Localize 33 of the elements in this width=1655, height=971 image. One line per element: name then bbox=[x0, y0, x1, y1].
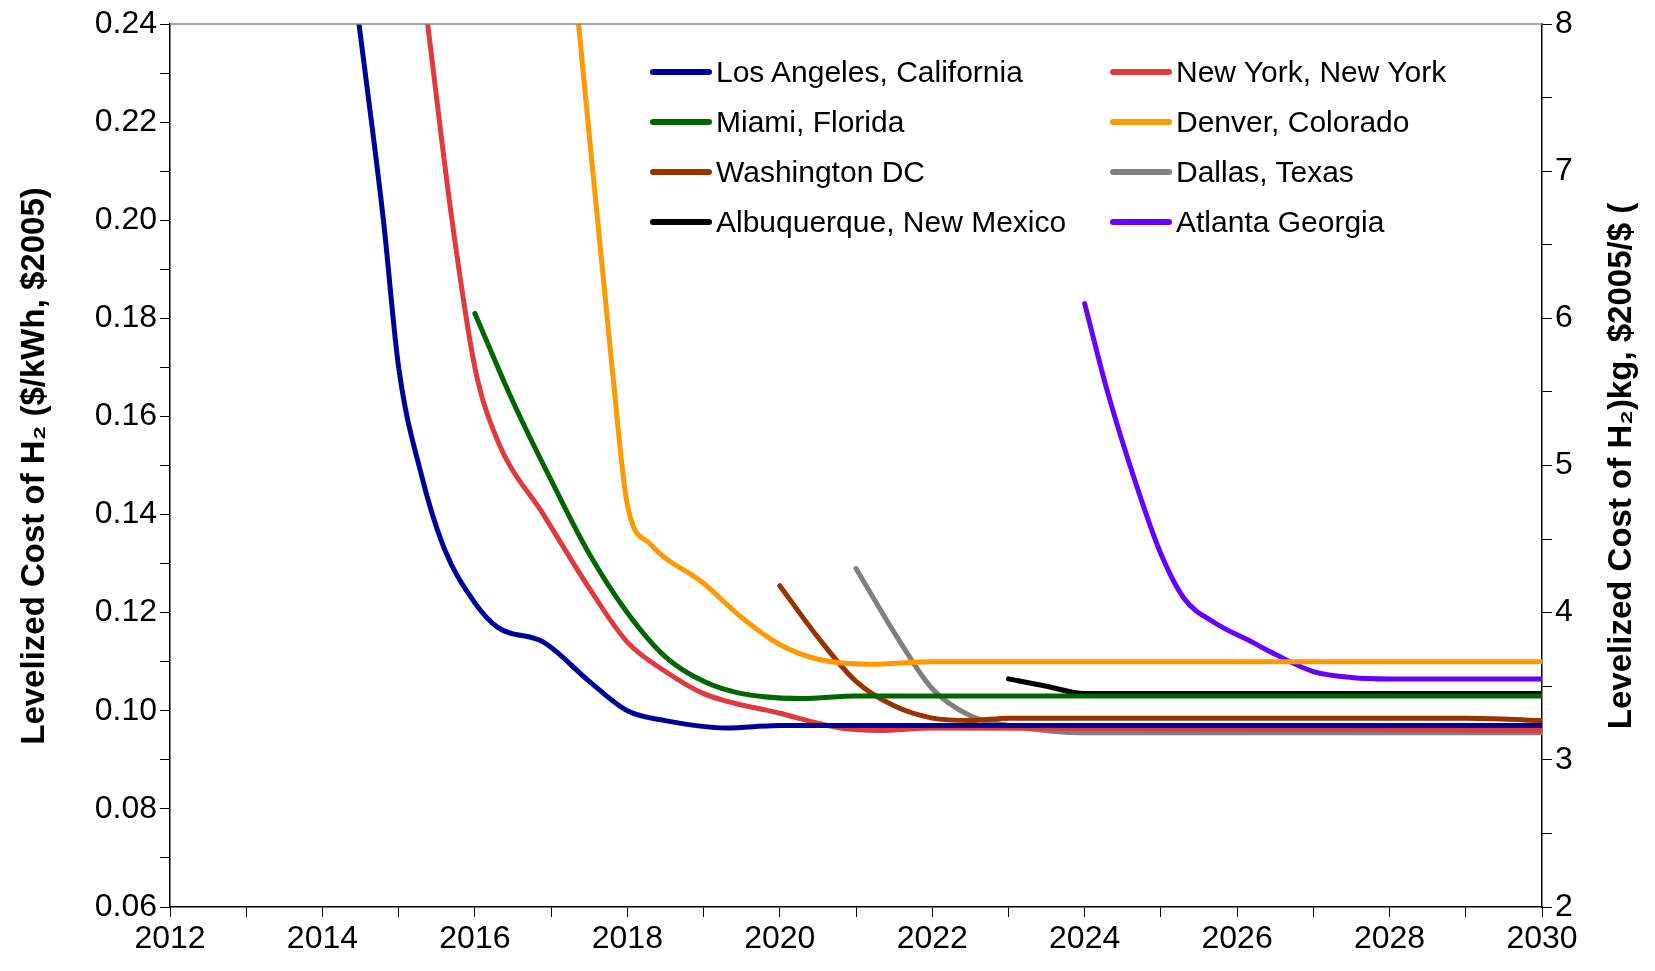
y-tick-label: 0.12 bbox=[94, 592, 157, 629]
legend-label: Denver, Colorado bbox=[1176, 105, 1410, 139]
x-tick-label: 2016 bbox=[439, 919, 511, 956]
legend-label: Washington DC bbox=[716, 155, 925, 189]
y-tick-label: 0.08 bbox=[94, 788, 157, 825]
y2-tick-label: 6 bbox=[1555, 298, 1573, 335]
legend-label: New York, New York bbox=[1176, 55, 1447, 89]
x-tick-label: 2028 bbox=[1353, 919, 1426, 956]
legend-label: Dallas, Texas bbox=[1176, 155, 1354, 189]
legend-label: Albuquerque, New Mexico bbox=[716, 205, 1067, 239]
y-axis-title: Levelized Cost of H₂ ($/kWh, $2005) bbox=[13, 187, 52, 745]
x-tick-label: 2020 bbox=[744, 919, 816, 956]
y2-tick-label: 3 bbox=[1555, 739, 1573, 776]
y2-tick-label: 7 bbox=[1555, 150, 1573, 187]
y-tick-label: 0.24 bbox=[94, 3, 157, 40]
y2-tick-label: 4 bbox=[1555, 592, 1573, 629]
y2-tick-label: 5 bbox=[1555, 445, 1573, 482]
x-tick-label: 2018 bbox=[591, 919, 663, 956]
x-tick-label: 2014 bbox=[286, 919, 359, 956]
x-tick-label: 2026 bbox=[1201, 919, 1273, 956]
y2-axis-title: Levelized Cost of H₂)kg, $2005/$ ( bbox=[1601, 202, 1640, 730]
legend-label: Miami, Florida bbox=[716, 105, 905, 139]
x-tick-label: 2024 bbox=[1049, 919, 1121, 956]
y-tick-label: 0.18 bbox=[94, 298, 157, 335]
y-tick-label: 0.10 bbox=[94, 690, 157, 727]
x-tick-label: 2022 bbox=[896, 919, 968, 956]
legend-label: Los Angeles, California bbox=[716, 55, 1023, 89]
y2-tick-label: 8 bbox=[1555, 3, 1573, 40]
y-tick-label: 0.14 bbox=[94, 494, 157, 531]
y-tick-label: 0.16 bbox=[94, 396, 157, 433]
y-tick-label: 0.20 bbox=[94, 200, 157, 237]
legend-label: Atlanta Georgia bbox=[1176, 205, 1385, 239]
y-tick-label: 0.22 bbox=[94, 101, 157, 138]
